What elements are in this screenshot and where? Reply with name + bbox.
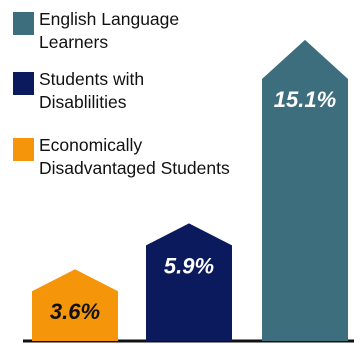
legend-swatch-students-with-disabilities — [13, 72, 34, 95]
value-label: 3.6% — [50, 299, 100, 324]
bar — [262, 39, 348, 341]
value-label: 5.9% — [164, 253, 214, 278]
bar — [32, 269, 118, 341]
legend-label-line: Learners — [39, 32, 109, 52]
legend-label-economically-disadvantaged-students: Economically Disadvantaged Students — [39, 134, 279, 180]
legend-label-line: Disadvantaged Students — [39, 158, 230, 178]
legend-swatch-english-language-learners — [13, 12, 34, 35]
value-label: 15.1% — [274, 87, 336, 112]
bar — [146, 223, 232, 341]
legend-label-line: English Language — [39, 9, 180, 29]
legend-label-students-with-disabilities: Students with Disablilities — [39, 68, 279, 114]
legend-label-line: Students with — [39, 69, 145, 89]
legend-label-line: Economically — [39, 135, 143, 155]
legend-label-english-language-learners: English Language Learners — [39, 8, 279, 54]
legend-swatch-economically-disadvantaged-students — [13, 138, 34, 161]
legend-label-line: Disablilities — [39, 92, 127, 112]
